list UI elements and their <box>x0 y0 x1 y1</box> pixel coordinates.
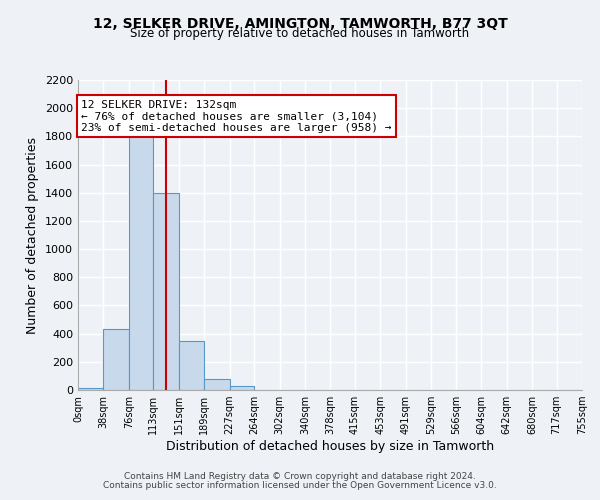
Y-axis label: Number of detached properties: Number of detached properties <box>26 136 40 334</box>
Text: Contains public sector information licensed under the Open Government Licence v3: Contains public sector information licen… <box>103 481 497 490</box>
Bar <box>154 192 179 390</box>
Bar <box>204 380 230 390</box>
X-axis label: Distribution of detached houses by size in Tamworth: Distribution of detached houses by size … <box>166 440 494 453</box>
Bar <box>179 340 204 390</box>
Text: 12 SELKER DRIVE: 132sqm
← 76% of detached houses are smaller (3,104)
23% of semi: 12 SELKER DRIVE: 132sqm ← 76% of detache… <box>82 100 392 133</box>
Bar <box>129 136 154 390</box>
Bar <box>103 330 129 390</box>
Text: 12, SELKER DRIVE, AMINGTON, TAMWORTH, B77 3QT: 12, SELKER DRIVE, AMINGTON, TAMWORTH, B7… <box>92 18 508 32</box>
Bar <box>230 386 254 390</box>
Text: Size of property relative to detached houses in Tamworth: Size of property relative to detached ho… <box>130 28 470 40</box>
Text: Contains HM Land Registry data © Crown copyright and database right 2024.: Contains HM Land Registry data © Crown c… <box>124 472 476 481</box>
Bar <box>78 388 103 390</box>
